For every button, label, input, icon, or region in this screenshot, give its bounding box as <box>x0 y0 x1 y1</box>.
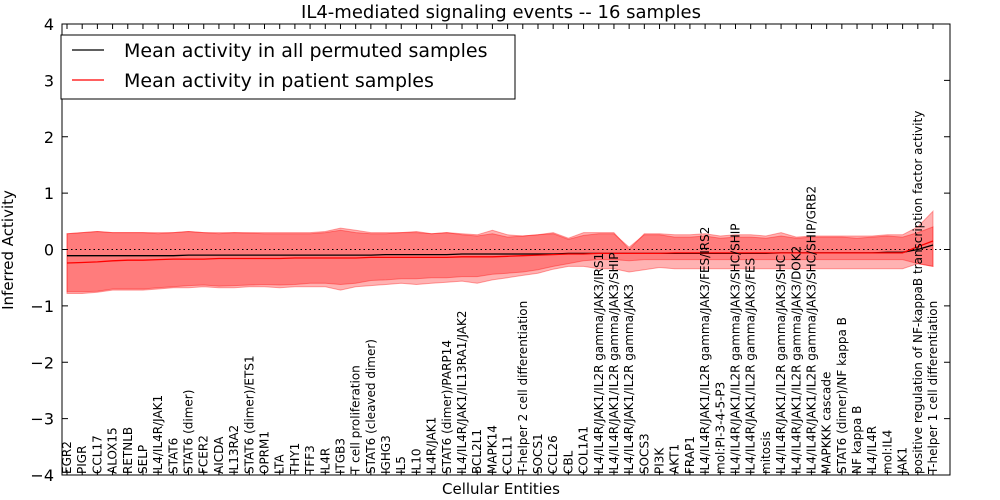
x-tick-label: THY1 <box>288 443 302 475</box>
x-tick-label: NF kappa B <box>850 406 864 474</box>
x-tick-label: IL4/IL4R/JAK1/IL2R gamma/JAK3/SHIP <box>607 253 621 474</box>
band-patient <box>66 209 934 294</box>
x-tick-label: IL4R <box>318 448 332 474</box>
x-tick-label: IL10 <box>409 449 423 475</box>
x-tick-label: SOCS3 <box>637 433 651 474</box>
x-tick-label: CCL17 <box>90 435 104 474</box>
x-tick-label: PIGR <box>75 446 89 474</box>
band-permuted <box>66 226 934 293</box>
y-tick-label: −2 <box>30 353 54 372</box>
x-tick-label: IL4/IL4R/JAK1 <box>151 395 165 474</box>
x-tick-label: AKT1 <box>668 444 682 474</box>
x-tick-label: BCL2L1 <box>470 429 484 474</box>
y-axis: −4 −3 −2 −1 0 1 2 3 4 <box>30 15 950 485</box>
x-tick-label: IL4/IL4R/JAK1/IL2R gamma/JAK3/FES/IRS2 <box>698 227 712 474</box>
x-tick-label: mol:IL4 <box>880 430 894 474</box>
x-tick-label: mol:PI-3-4-5-P3 <box>713 382 727 474</box>
x-tick-label: MAPK14 <box>485 425 499 474</box>
y-axis-title: Inferred Activity <box>0 190 17 310</box>
x-axis: EGR2 PIGR CCL17 ALOX15 RETNLB SELP IL4/IL4R/JA… <box>60 24 940 475</box>
x-tick-label: AICDA <box>212 436 226 474</box>
legend-label-permuted: Mean activity in all permuted samples <box>124 40 487 62</box>
x-tick-label: SELP <box>136 445 150 474</box>
x-tick-label: IL4/IL4R/JAK1/IL2R gamma/JAK3/SHC/SHIP <box>729 223 743 474</box>
y-tick-label: −1 <box>30 297 54 316</box>
series-line-patient <box>66 240 934 264</box>
y-tick-label: 0 <box>44 241 54 260</box>
x-tick-label: IL4/IL4R <box>865 426 879 474</box>
x-tick-label: COL1A1 <box>577 426 591 474</box>
x-axis-title: Cellular Entities <box>442 480 560 498</box>
x-tick-label: CCL11 <box>501 435 515 474</box>
x-tick-label: STAT6 (cleaved dimer) <box>364 339 378 474</box>
x-tick-label: FCER2 <box>197 435 211 474</box>
y-tick-label: 1 <box>44 184 54 203</box>
y-tick-label: 2 <box>44 128 54 147</box>
x-tick-label: RETNLB <box>121 427 135 474</box>
x-tick-label: positive regulation of NF-kappaB transcr… <box>911 111 925 474</box>
chart-title: IL4-mediated signaling events -- 16 samp… <box>301 2 701 23</box>
x-tick-label: EGR2 <box>60 441 74 474</box>
x-tick-label: STAT6 (dimer)/NF kappa B <box>835 317 849 474</box>
y-tick-label: −4 <box>30 466 54 485</box>
x-tick-label: IL5 <box>394 456 408 474</box>
x-tick-label: IL4/IL4R/JAK1/IL13RA1/JAK2 <box>455 311 469 475</box>
x-tick-label: ALOX15 <box>106 427 120 474</box>
x-tick-label: STAT6 (dimer)/ETS1 <box>242 355 256 474</box>
x-tick-label: OPRM1 <box>258 431 272 474</box>
x-tick-label: mitosis <box>759 431 773 474</box>
x-tick-label: PI3K <box>653 447 667 474</box>
x-tick-label: IL4/IL4R/JAK1/IL2R gamma/JAK3 <box>622 284 636 474</box>
x-tick-label: CBL <box>561 450 575 474</box>
series-lines <box>66 240 934 264</box>
x-tick-label: IL4/IL4R/JAK1/IL2R gamma/JAK3/SHC <box>774 255 788 474</box>
x-tick-label: MAPKKK cascade <box>820 372 834 474</box>
y-tick-label: 4 <box>44 15 54 34</box>
x-tick-label: IGHG3 <box>379 435 393 474</box>
legend-box <box>60 34 516 100</box>
x-tick-label: ITGB3 <box>334 438 348 474</box>
legend: Mean activity in all permuted samples Me… <box>60 34 516 100</box>
x-tick-label: STAT6 <box>166 438 180 474</box>
x-tick-label: IL4/IL4R/JAK1/IL2R gamma/JAK3/SHC/SHIP/G… <box>805 186 819 474</box>
x-tick-label: IL4/IL4R/JAK1/IL2R gamma/JAK3/IRS1 <box>592 253 606 474</box>
x-tick-label: CCL26 <box>546 435 560 474</box>
x-tick-label: IL4R/JAK1 <box>425 417 439 474</box>
x-tick-label: SOCS1 <box>531 433 545 474</box>
x-tick-label: STAT6 (dimer) <box>182 390 196 474</box>
x-tick-label: IL13RA2 <box>227 425 241 474</box>
x-tick-label: T cell proliferation <box>349 365 363 475</box>
x-tick-label: STAT6 (dimer)/PARP14 <box>440 340 454 474</box>
y-tick-label: −3 <box>30 410 54 429</box>
x-tick-label: TFF3 <box>303 445 317 475</box>
x-tick-label: JAK1 <box>896 447 910 475</box>
legend-label-patient: Mean activity in patient samples <box>124 70 434 92</box>
confidence-bands <box>66 209 934 294</box>
x-tick-label: IL4/IL4R/JAK1/IL2R gamma/JAK3/DOK2 <box>789 246 803 474</box>
x-tick-label: IL4/IL4R/JAK1/IL2R gamma/JAK3/FES <box>744 258 758 474</box>
x-tick-label: T-helper 2 cell differentiation <box>516 301 530 475</box>
y-tick-label: 3 <box>44 71 54 90</box>
x-tick-label: T-helper 1 cell differentiation <box>926 301 940 475</box>
x-tick-label: FRAP1 <box>683 436 697 474</box>
x-tick-label: LTA <box>273 454 287 474</box>
